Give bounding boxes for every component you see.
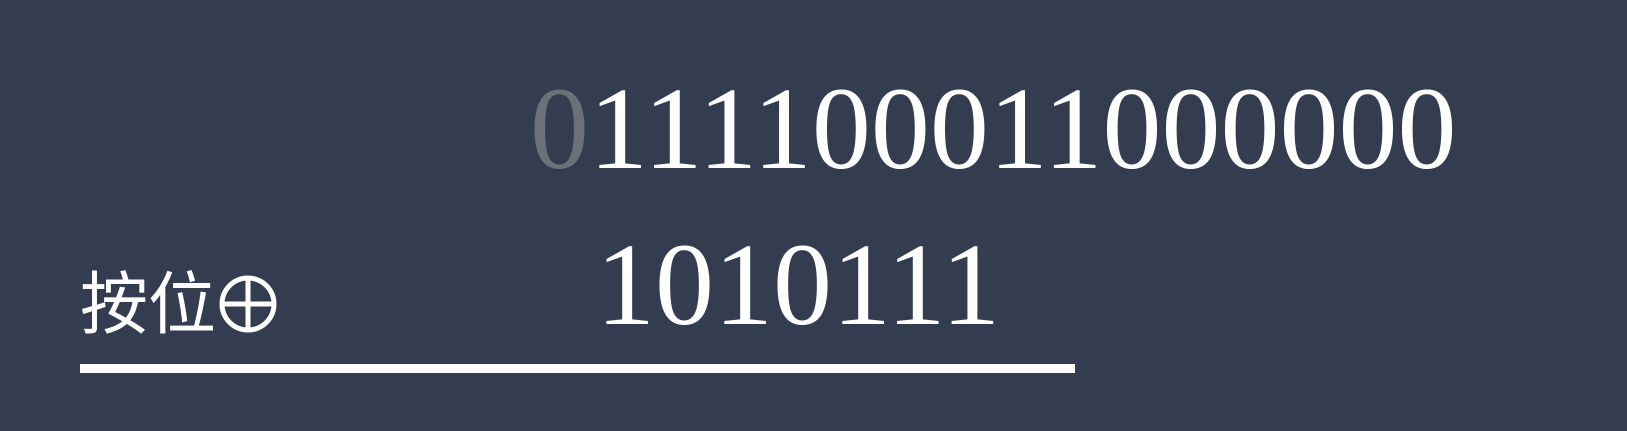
underline-rule [80,364,1075,373]
operator-label-text: 按位 [80,266,217,345]
circled-plus-icon [218,274,278,334]
operand-b-digits: 1010111 [596,219,1001,350]
operand-b: 1010111 [596,226,1000,344]
operand-a: 0111100011000000 [530,70,1456,188]
operand-a-digits: 111100011000000 [589,63,1457,194]
operand-a-dim-digit: 0 [530,63,589,194]
operator-label: 按位 [80,272,278,340]
